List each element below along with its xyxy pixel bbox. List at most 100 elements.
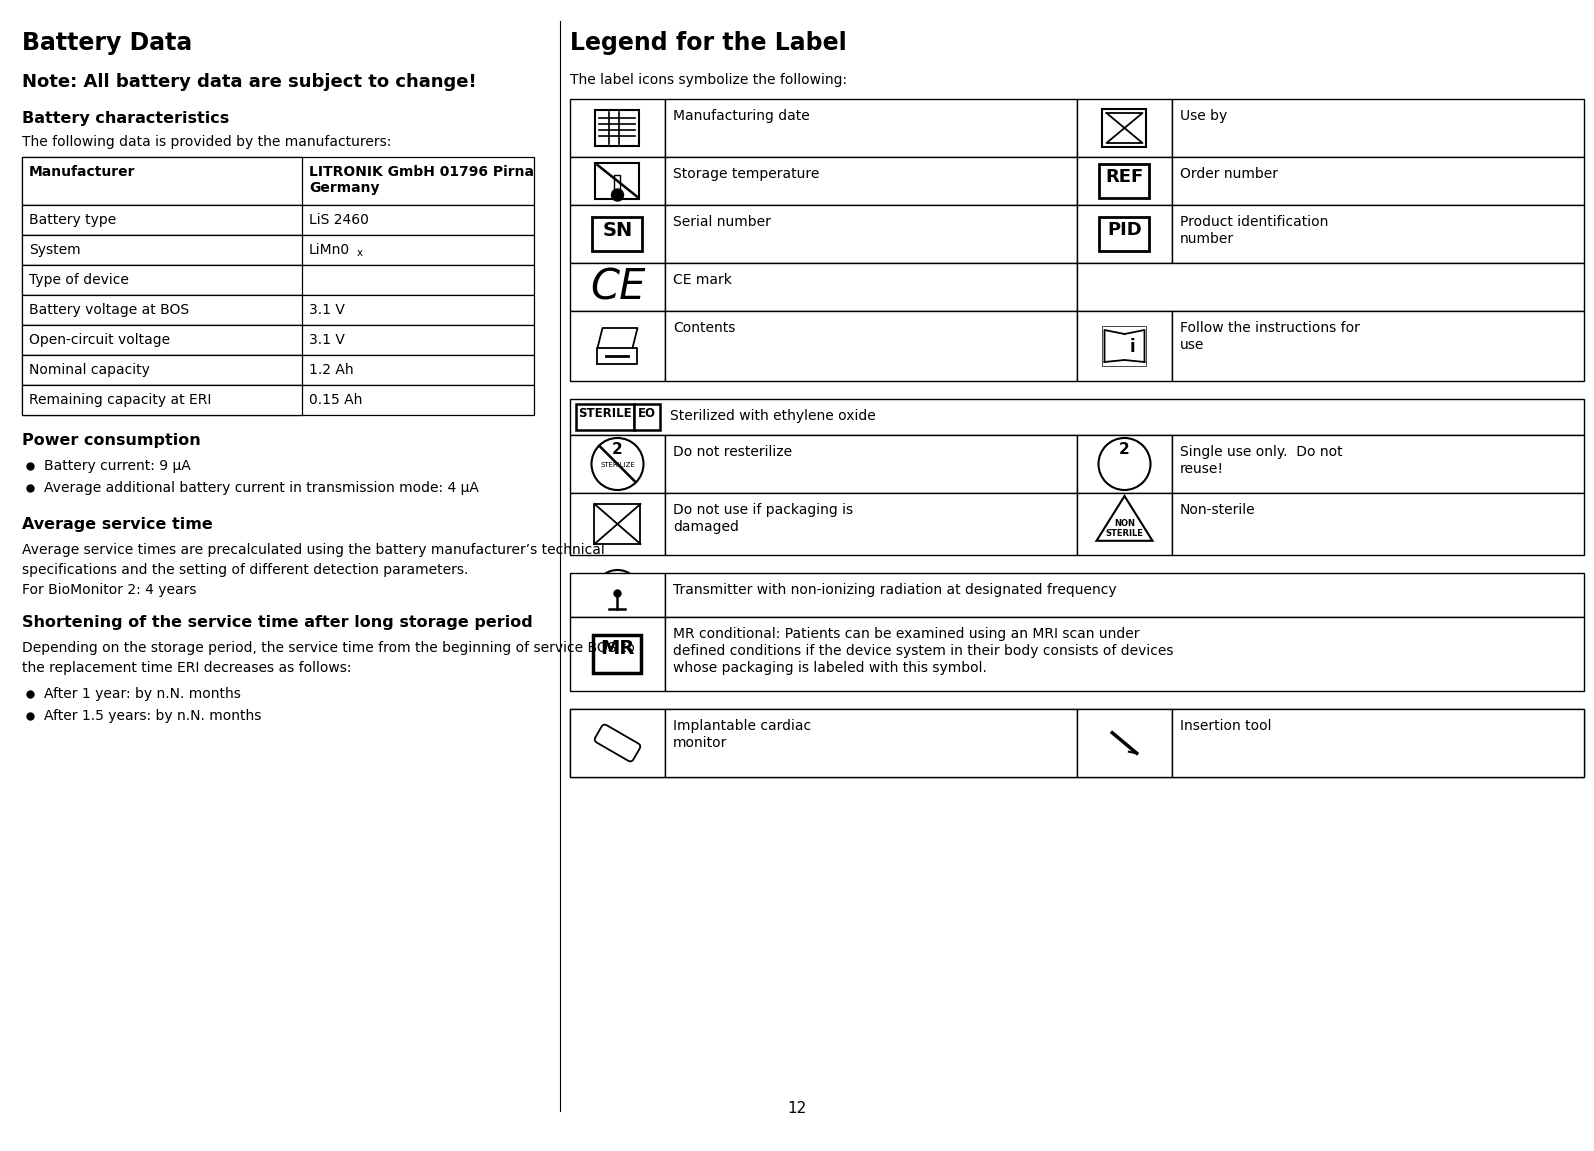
Text: MR conditional: Patients can be examined using an MRI scan under: MR conditional: Patients can be examined… xyxy=(673,627,1140,641)
Text: STERILE: STERILE xyxy=(1106,529,1143,538)
Bar xyxy=(665,205,1078,262)
Text: Single use only.  Do not: Single use only. Do not xyxy=(1180,445,1342,459)
Bar xyxy=(1078,205,1172,262)
Text: Legend for the Label: Legend for the Label xyxy=(571,31,846,55)
Bar xyxy=(665,311,1078,381)
Text: Nominal capacity: Nominal capacity xyxy=(29,363,150,378)
Bar xyxy=(22,205,301,235)
Text: Type of device: Type of device xyxy=(29,273,129,287)
Text: Do not use if packaging is: Do not use if packaging is xyxy=(673,503,853,517)
Text: Storage temperature: Storage temperature xyxy=(673,167,819,181)
Bar xyxy=(1172,99,1584,157)
Text: After 1.5 years: by n.N. months: After 1.5 years: by n.N. months xyxy=(45,709,261,723)
Bar xyxy=(1078,262,1584,311)
Bar xyxy=(665,493,1078,555)
Text: Serial number: Serial number xyxy=(673,215,771,229)
Bar xyxy=(22,205,534,235)
Bar xyxy=(571,709,1584,777)
Bar xyxy=(571,709,665,777)
Bar xyxy=(665,262,1078,311)
Text: defined conditions if the device system in their body consists of devices: defined conditions if the device system … xyxy=(673,645,1173,658)
Text: After 1 year: by n.N. months: After 1 year: by n.N. months xyxy=(45,687,241,701)
Circle shape xyxy=(612,189,623,201)
Bar xyxy=(665,435,1078,493)
Bar xyxy=(1078,157,1172,205)
Text: System: System xyxy=(29,243,81,257)
Text: Contents: Contents xyxy=(673,321,735,335)
Text: EO: EO xyxy=(638,407,657,420)
Bar xyxy=(1172,157,1584,205)
Text: LiS 2460: LiS 2460 xyxy=(309,213,368,227)
Text: NON: NON xyxy=(1114,519,1135,528)
Text: 3.1 V: 3.1 V xyxy=(309,333,344,346)
Bar xyxy=(22,384,534,416)
Text: Power consumption: Power consumption xyxy=(22,433,201,448)
Bar xyxy=(1078,493,1172,555)
FancyBboxPatch shape xyxy=(595,725,641,762)
Text: Average service time: Average service time xyxy=(22,517,212,532)
Bar xyxy=(22,235,534,265)
Text: SN: SN xyxy=(603,221,633,241)
Bar xyxy=(571,399,1584,435)
Bar xyxy=(665,99,1078,157)
Text: CE mark: CE mark xyxy=(673,273,732,287)
Bar xyxy=(22,355,301,384)
Bar xyxy=(1172,435,1584,493)
Bar xyxy=(596,110,639,146)
Text: Order number: Order number xyxy=(1180,167,1278,181)
Bar xyxy=(571,99,665,157)
Text: Average additional battery current in transmission mode: 4 µA: Average additional battery current in tr… xyxy=(45,481,478,495)
Bar xyxy=(22,295,534,325)
Text: specifications and the setting of different detection parameters.: specifications and the setting of differ… xyxy=(22,563,469,577)
Bar xyxy=(593,635,641,673)
Text: Note: All battery data are subject to change!: Note: All battery data are subject to ch… xyxy=(22,73,477,91)
Text: Germany: Germany xyxy=(309,181,379,195)
Text: Shortening of the service time after long storage period: Shortening of the service time after lon… xyxy=(22,615,532,630)
Bar xyxy=(22,235,301,265)
Bar xyxy=(1172,493,1584,555)
Bar xyxy=(575,404,634,430)
Bar xyxy=(22,265,301,295)
Text: Average service times are precalculated using the battery manufacturer’s technic: Average service times are precalculated … xyxy=(22,543,604,557)
Bar xyxy=(22,157,301,205)
Text: MR: MR xyxy=(601,639,634,658)
Text: 1.2 Ah: 1.2 Ah xyxy=(309,363,354,378)
Bar xyxy=(593,218,642,251)
Text: Transmitter with non-ionizing radiation at designated frequency: Transmitter with non-ionizing radiation … xyxy=(673,584,1117,597)
Text: Battery type: Battery type xyxy=(29,213,116,227)
Text: use: use xyxy=(1180,338,1205,352)
Text: Follow the instructions for: Follow the instructions for xyxy=(1180,321,1360,335)
Bar xyxy=(22,157,534,205)
Text: number: number xyxy=(1180,233,1234,246)
Bar xyxy=(22,325,534,355)
Bar xyxy=(665,709,1078,777)
Text: Depending on the storage period, the service time from the beginning of service : Depending on the storage period, the ser… xyxy=(22,641,634,655)
Bar xyxy=(571,573,665,617)
Text: Product identification: Product identification xyxy=(1180,215,1328,229)
Text: 2: 2 xyxy=(1119,442,1130,457)
Text: i: i xyxy=(1130,338,1135,356)
Bar xyxy=(665,157,1078,205)
Bar xyxy=(571,157,665,205)
Bar xyxy=(1100,218,1149,251)
Bar xyxy=(1172,205,1584,262)
Text: x: x xyxy=(357,247,363,258)
Bar xyxy=(571,617,665,691)
Bar xyxy=(634,404,660,430)
Text: The following data is provided by the manufacturers:: The following data is provided by the ma… xyxy=(22,135,392,148)
Bar xyxy=(1078,435,1172,493)
Bar xyxy=(665,573,1584,617)
Bar xyxy=(22,325,301,355)
Bar xyxy=(1172,709,1584,777)
Text: The label icons symbolize the following:: The label icons symbolize the following: xyxy=(571,73,846,87)
Bar xyxy=(22,295,301,325)
Text: Implantable cardiac: Implantable cardiac xyxy=(673,719,811,733)
Text: STERILE: STERILE xyxy=(579,407,631,420)
Text: 12: 12 xyxy=(787,1102,807,1116)
Text: LITRONIK GmbH 01796 Pirna: LITRONIK GmbH 01796 Pirna xyxy=(309,165,534,180)
Bar xyxy=(1172,311,1584,381)
Bar xyxy=(571,493,665,555)
Text: Remaining capacity at ERI: Remaining capacity at ERI xyxy=(29,392,212,407)
Text: whose packaging is labeled with this symbol.: whose packaging is labeled with this sym… xyxy=(673,661,987,674)
Text: Non-sterile: Non-sterile xyxy=(1180,503,1256,517)
